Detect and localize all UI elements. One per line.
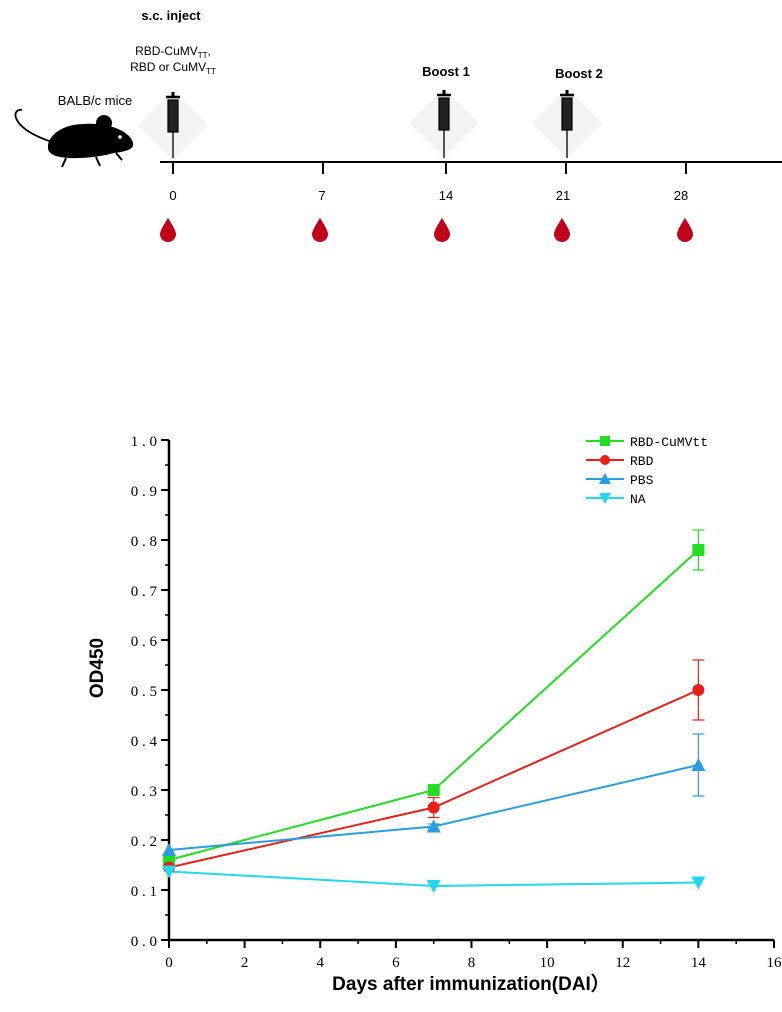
immunization-timeline: s.c. inject RBD-CuMVTT, RBD or CuMVTT BA… bbox=[0, 0, 782, 260]
day-label: 21 bbox=[556, 188, 570, 203]
boost2-label: Boost 2 bbox=[555, 66, 603, 81]
x-tick-label: 12 bbox=[615, 955, 630, 971]
chart-legend: RBD-CuMVtt RBD PBS NA bbox=[586, 435, 708, 507]
x-tick-label: 16 bbox=[767, 955, 782, 971]
blood-drop-icon bbox=[554, 218, 570, 242]
y-axis-label: OD450 bbox=[87, 638, 108, 698]
od450-line-chart: 0 . 0 0 . 1 0 . 2 0 . 3 0 . 4 0 . 5 0 . 6 0 . 7… bbox=[0, 410, 782, 1010]
data-point bbox=[691, 758, 705, 771]
day-label: 14 bbox=[439, 188, 453, 203]
injection-material-2: RBD or CuMVTT bbox=[130, 60, 216, 76]
blood-drop-icon bbox=[434, 218, 450, 242]
blood-drop-icon bbox=[160, 218, 176, 242]
syringe-icon-day21 bbox=[532, 88, 602, 158]
boost1-label: Boost 1 bbox=[422, 64, 470, 79]
series-lines bbox=[169, 550, 698, 886]
syringe-icon-day0 bbox=[138, 90, 208, 160]
x-tick-label: 6 bbox=[392, 955, 400, 971]
timeline-ticks bbox=[173, 162, 686, 174]
y-tick-label: 1 . 0 bbox=[131, 434, 157, 450]
day-label: 28 bbox=[674, 188, 688, 203]
y-tick-label: 0 . 9 bbox=[131, 484, 157, 500]
y-tick-label: 0 . 0 bbox=[131, 934, 157, 950]
x-tick-label: 8 bbox=[468, 955, 476, 971]
chart-axes: 0 . 0 0 . 1 0 . 2 0 . 3 0 . 4 0 . 5 0 . 6 0 . 7… bbox=[131, 434, 782, 971]
day-label: 0 bbox=[169, 188, 176, 203]
x-tick-label: 0 bbox=[165, 955, 173, 971]
x-tick-label: 4 bbox=[317, 955, 325, 971]
legend-label: PBS bbox=[630, 473, 654, 488]
legend-label: RBD bbox=[630, 454, 654, 469]
mouse-icon bbox=[15, 110, 133, 167]
series-line bbox=[169, 690, 698, 868]
x-tick-label: 14 bbox=[691, 955, 707, 971]
timeline-day-labels: 0 7 14 21 28 bbox=[169, 188, 688, 203]
y-tick-label: 0 . 6 bbox=[131, 634, 158, 650]
blood-drop-icon bbox=[677, 218, 693, 242]
data-point bbox=[692, 544, 704, 556]
syringe-icon-day14 bbox=[409, 88, 479, 158]
error-bars bbox=[428, 530, 705, 829]
data-point bbox=[692, 684, 704, 696]
y-tick-label: 0 . 7 bbox=[131, 584, 158, 600]
y-tick-label: 0 . 2 bbox=[131, 834, 157, 850]
x-axis-label: Days after immunization(DAI） bbox=[332, 972, 610, 995]
legend-marker bbox=[600, 436, 610, 446]
blood-drop-icon bbox=[312, 218, 328, 242]
y-tick-label: 0 . 8 bbox=[131, 534, 157, 550]
data-point bbox=[428, 802, 440, 814]
y-tick-label: 0 . 1 bbox=[131, 884, 157, 900]
legend-label: RBD-CuMVtt bbox=[630, 435, 708, 450]
data-point bbox=[428, 784, 440, 796]
animal-label: BALB/c mice bbox=[58, 93, 132, 108]
x-tick-label: 2 bbox=[241, 955, 249, 971]
blood-drops bbox=[160, 218, 693, 242]
legend-label: NA bbox=[630, 492, 646, 507]
y-tick-label: 0 . 5 bbox=[131, 684, 157, 700]
injection-material-1: RBD-CuMVTT, bbox=[135, 44, 211, 60]
legend-marker bbox=[600, 455, 610, 465]
day-label: 7 bbox=[318, 188, 325, 203]
injection-materials: RBD-CuMVTT, RBD or CuMVTT bbox=[130, 44, 216, 76]
x-tick-label: 10 bbox=[540, 955, 555, 971]
y-tick-label: 0 . 4 bbox=[131, 734, 158, 750]
injection-label: s.c. inject bbox=[141, 8, 201, 23]
y-tick-label: 0 . 3 bbox=[131, 784, 157, 800]
